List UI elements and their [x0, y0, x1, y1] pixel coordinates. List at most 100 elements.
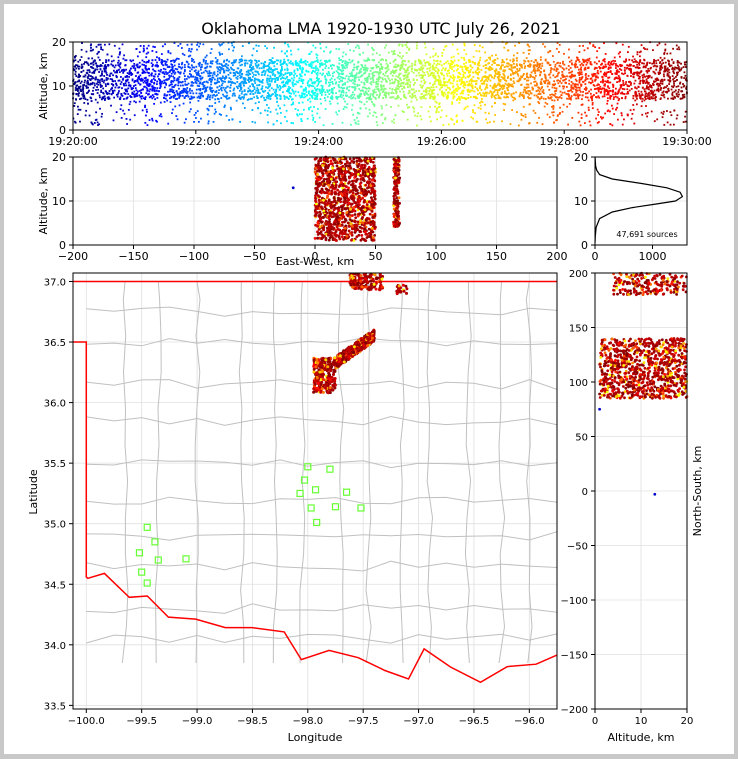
source-point [501, 84, 504, 87]
source-point [480, 89, 483, 91]
source-point [599, 66, 602, 69]
source-point [124, 88, 127, 91]
source-point [681, 97, 684, 100]
source-point [546, 113, 549, 116]
source-point [454, 88, 457, 90]
source-point [673, 90, 676, 93]
source-point [621, 123, 624, 126]
source-point [378, 54, 381, 56]
source-point [649, 67, 652, 70]
source-point [568, 60, 571, 63]
source-point [79, 108, 82, 111]
source-point [166, 66, 169, 68]
source-point [522, 97, 525, 100]
source-point [420, 76, 423, 79]
source-point [663, 78, 666, 81]
source-point [615, 63, 617, 65]
source-point [644, 66, 647, 69]
source-point [157, 75, 159, 78]
source-point [580, 66, 583, 69]
source-point [636, 74, 639, 76]
source-point [574, 86, 577, 88]
source-point [645, 98, 647, 100]
source-point [234, 94, 236, 97]
source-point [503, 73, 505, 76]
source-point [258, 79, 260, 82]
source-point [488, 92, 491, 95]
source-point [585, 78, 587, 81]
source-point [458, 76, 461, 78]
source-point [609, 89, 612, 92]
source-point [74, 55, 77, 57]
source-point [414, 61, 417, 63]
source-point [543, 81, 546, 84]
source-point [320, 62, 323, 65]
source-point [390, 50, 393, 53]
source-point [578, 76, 581, 79]
source-point [369, 77, 372, 80]
source-point [204, 67, 207, 70]
source-point [396, 97, 399, 100]
source-point [340, 58, 343, 61]
source-point [443, 83, 446, 85]
source-point [647, 81, 650, 84]
source-point [494, 59, 497, 61]
source-point [125, 84, 127, 87]
source-point [526, 43, 529, 46]
source-point [132, 59, 135, 62]
source-point [471, 84, 474, 87]
source-point [499, 97, 502, 100]
source-point [226, 91, 228, 94]
source-point [338, 86, 341, 89]
source-point [485, 118, 487, 121]
source-point [578, 81, 581, 84]
source-point [125, 118, 128, 120]
source-point [190, 64, 193, 67]
source-point [432, 72, 435, 75]
source-point [353, 119, 356, 121]
source-point [136, 65, 139, 68]
source-point [496, 93, 499, 96]
source-point [248, 59, 251, 62]
source-point [90, 43, 93, 46]
source-point [472, 55, 475, 58]
source-point [411, 96, 414, 99]
source-point [662, 90, 665, 93]
source-point [566, 97, 568, 100]
source-point [174, 67, 177, 70]
source-point [555, 87, 558, 90]
source-point [547, 96, 550, 99]
source-point [100, 115, 103, 118]
source-point [635, 95, 638, 97]
source-point [339, 75, 342, 78]
source-point [417, 58, 420, 61]
source-point [467, 90, 469, 93]
source-point [84, 98, 87, 101]
source-point [287, 98, 290, 100]
source-point [378, 71, 380, 74]
source-point [530, 60, 533, 62]
source-point [646, 48, 649, 51]
source-point [450, 56, 453, 59]
source-point [582, 80, 584, 83]
source-point [586, 92, 589, 95]
source-point [481, 46, 484, 49]
source-point [237, 72, 240, 75]
source-point [510, 64, 513, 66]
source-point [388, 79, 391, 82]
source-point [77, 67, 80, 70]
source-point [266, 79, 268, 82]
source-point [311, 114, 314, 117]
source-point [372, 74, 374, 77]
source-point [310, 64, 313, 66]
source-point [583, 88, 586, 90]
source-point [187, 65, 190, 68]
source-point [591, 95, 594, 98]
source-point [305, 63, 308, 66]
source-point [605, 65, 608, 68]
source-point [586, 96, 589, 99]
source-point [221, 43, 223, 46]
source-point [243, 89, 246, 91]
source-point [377, 80, 380, 83]
source-point [398, 77, 401, 80]
